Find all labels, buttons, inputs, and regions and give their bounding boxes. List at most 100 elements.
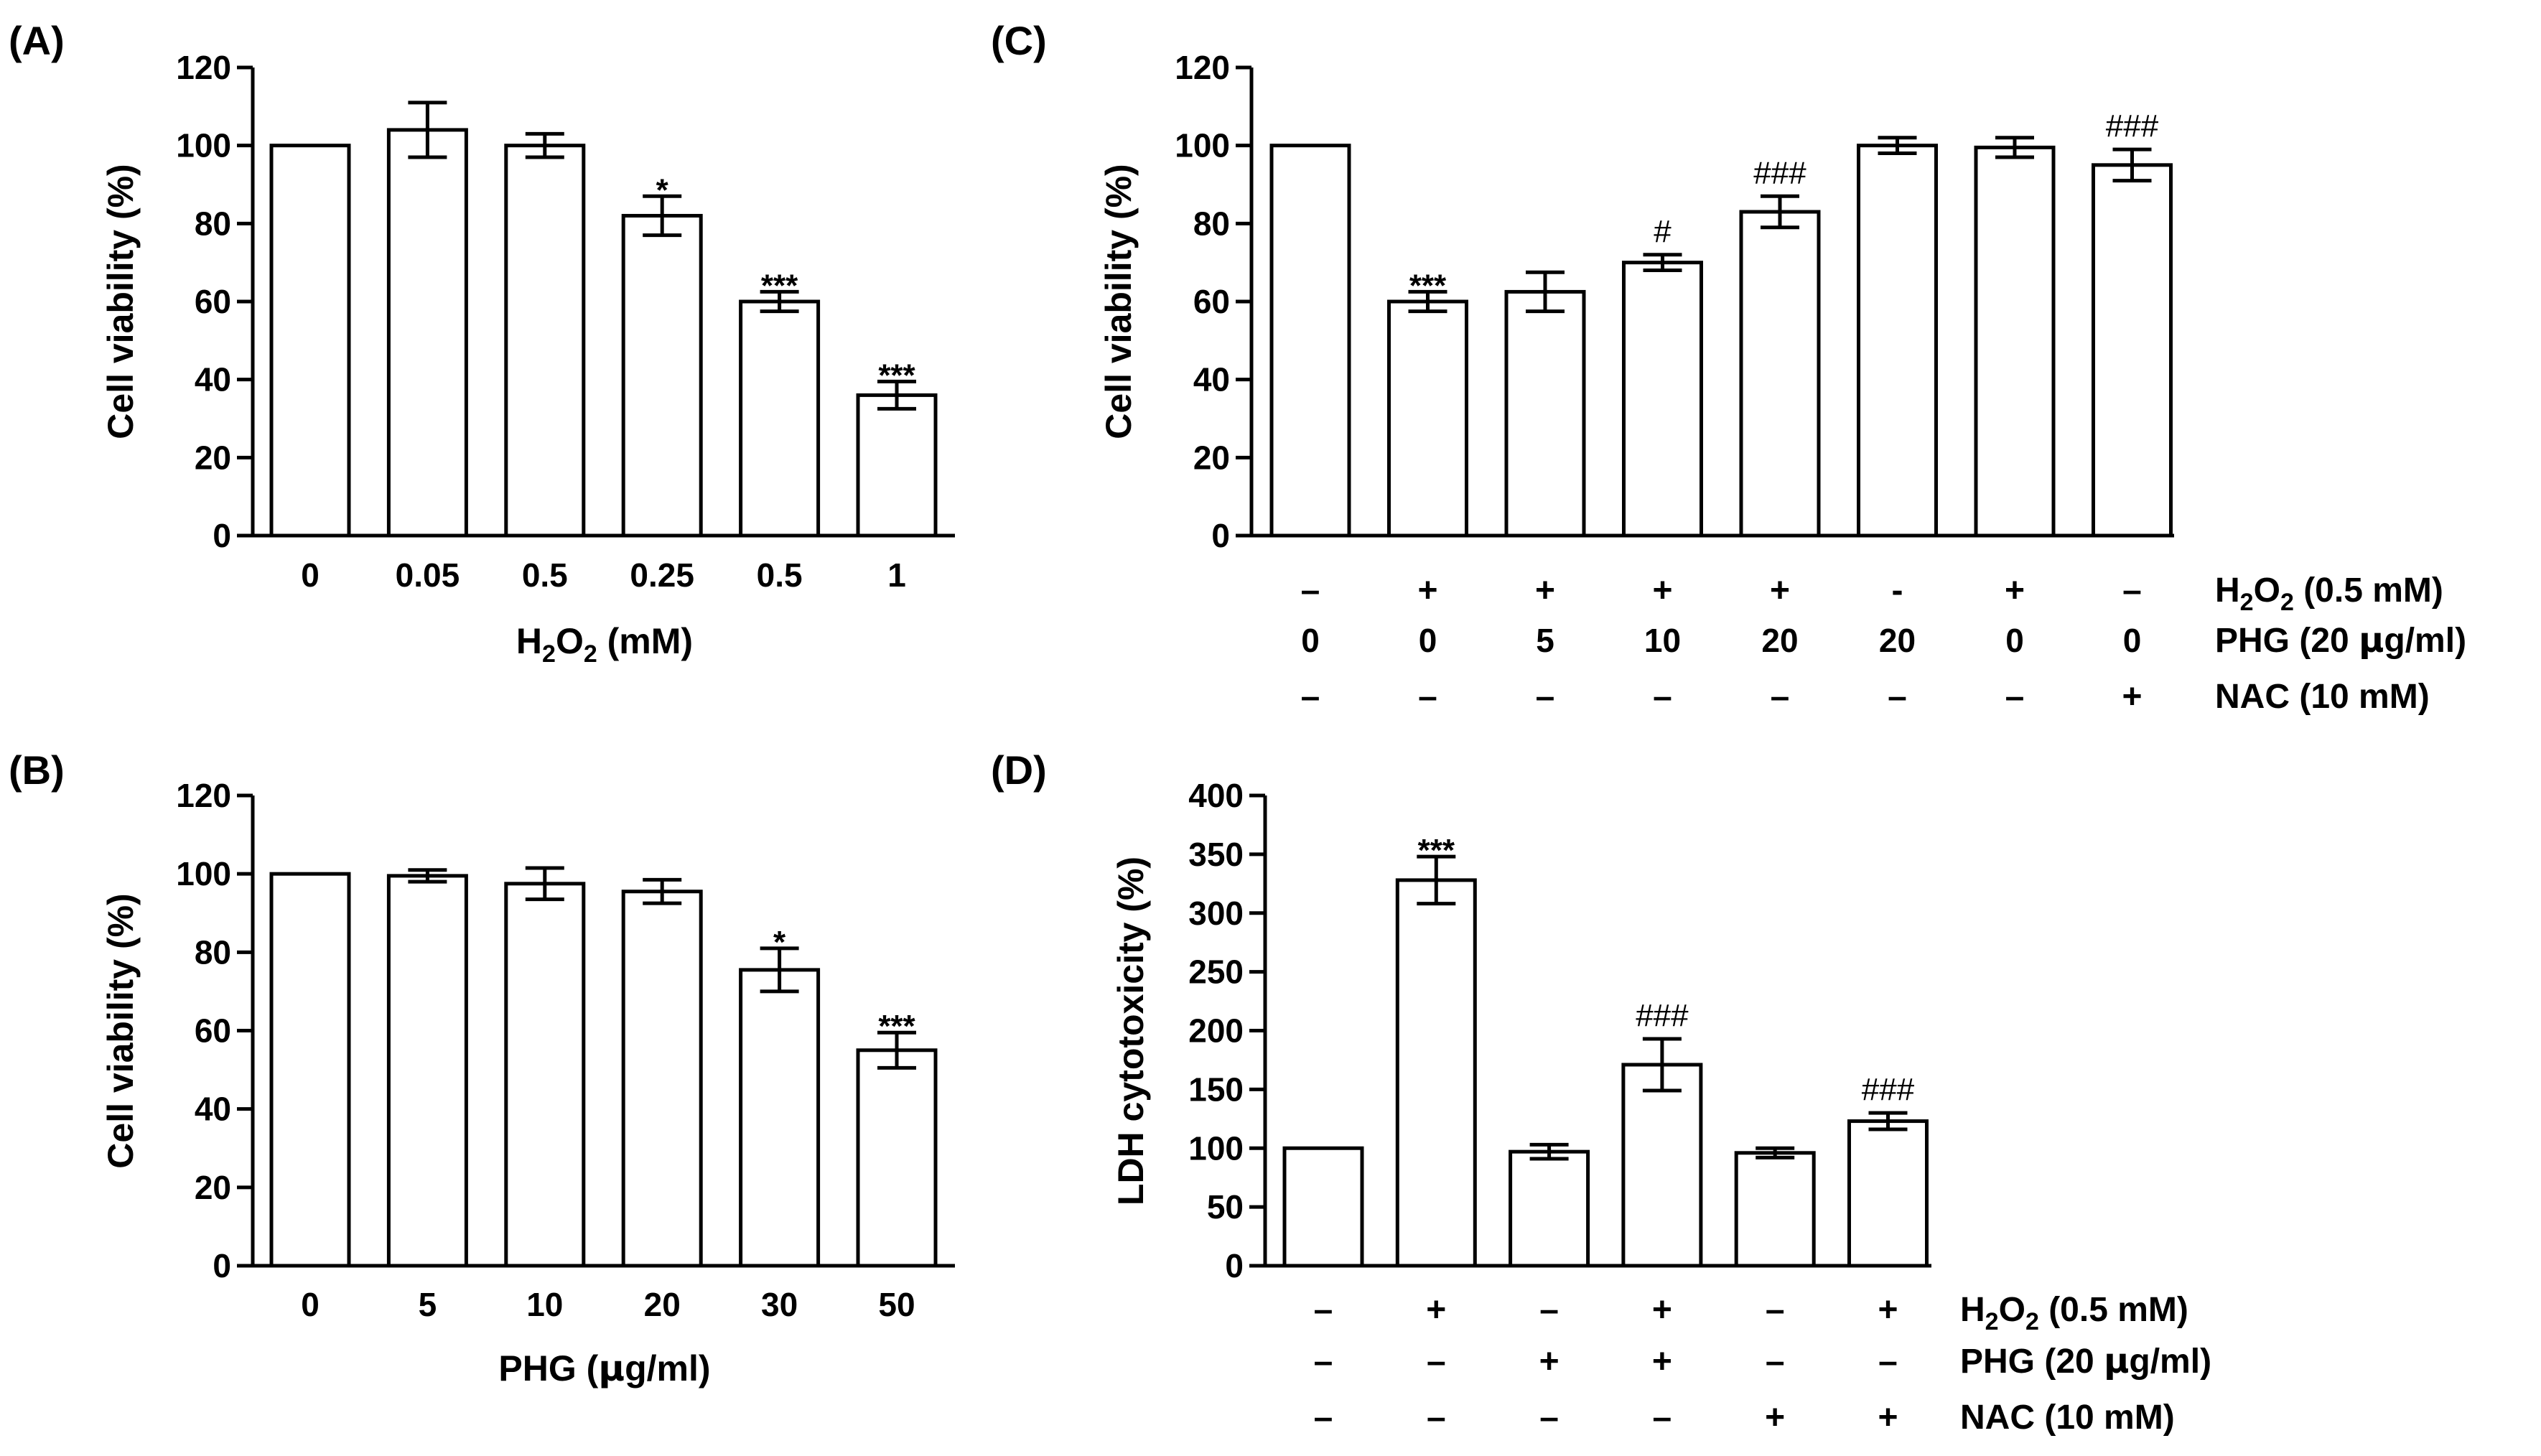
treatment-row-label-h: H	[1960, 1291, 1985, 1329]
treatment-row-label-rest: (0.5 mM)	[2039, 1291, 2188, 1329]
y-tick-label: 60	[1193, 283, 1230, 320]
y-tick-label: 120	[176, 777, 231, 814]
treatment-row-label-post: g/ml)	[2384, 622, 2466, 660]
y-tick-label: 400	[1188, 777, 1244, 814]
bar	[269, 144, 351, 538]
x-tick-label: 30	[761, 1286, 798, 1323]
x-tick-label: 0.5	[522, 556, 568, 594]
y-tick-label: 250	[1188, 953, 1244, 991]
x-axis-title-post: g/ml)	[625, 1348, 710, 1389]
significance-label: *	[656, 172, 669, 207]
x-tick-label: 5	[419, 1286, 437, 1323]
significance-label: ###	[1862, 1072, 1915, 1107]
x-axis-title-o: O	[556, 621, 584, 661]
treatment-cell: –	[1314, 1343, 1333, 1381]
treatment-cell: –	[1653, 678, 1672, 716]
treatment-cell: 20	[1761, 622, 1798, 659]
y-tick-label: 40	[195, 1091, 231, 1128]
bar	[739, 299, 821, 538]
treatment-cell: –	[1301, 678, 1320, 716]
y-tick-label: 60	[195, 283, 231, 320]
y-tick-label: 200	[1188, 1012, 1244, 1050]
treatment-row-label-mu: μ	[2104, 1341, 2129, 1381]
bar	[1847, 1119, 1929, 1268]
bar	[739, 968, 821, 1268]
significance-label: ###	[1753, 155, 1806, 190]
panel-label: (C)	[991, 18, 1047, 63]
treatment-row-label-o: O	[1999, 1291, 2025, 1329]
bar	[386, 874, 468, 1268]
treatment-row-label-text: NAC (10 mM)	[1960, 1399, 2175, 1437]
significance-label: ***	[761, 268, 798, 303]
y-axis-title: Cell viability (%)	[1099, 164, 1139, 439]
treatment-cell: +	[1539, 1343, 1559, 1381]
treatment-row-label-o: O	[2254, 571, 2280, 610]
y-tick-label: 100	[176, 855, 231, 892]
treatment-cell: 20	[1879, 622, 1916, 659]
y-tick-label: 80	[195, 205, 231, 242]
x-tick-label: 50	[878, 1286, 915, 1323]
treatment-cell: –	[1539, 1291, 1559, 1329]
bar	[269, 872, 351, 1268]
y-tick-label: 80	[195, 933, 231, 971]
treatment-row-label-sub1: 2	[2240, 589, 2254, 616]
y-tick-label: 0	[213, 517, 231, 554]
significance-label: ###	[2106, 108, 2159, 144]
treatment-row-label: H2O2 (0.5 mM)	[2215, 571, 2443, 616]
y-tick-label: 0	[1225, 1247, 1244, 1284]
treatment-cell: -	[1892, 571, 1903, 610]
x-tick-label: 0.05	[396, 556, 460, 594]
y-tick-label: 100	[1175, 127, 1230, 164]
bar	[1621, 1063, 1703, 1268]
treatment-row-label-sub2: 2	[2280, 589, 2294, 616]
y-tick-label: 350	[1188, 836, 1244, 873]
bar	[621, 213, 703, 538]
y-tick-label: 120	[1175, 49, 1230, 86]
x-axis-title-pre: PHG (	[498, 1348, 598, 1389]
bar	[1857, 144, 1938, 538]
treatment-cell: 0	[1301, 622, 1320, 659]
y-tick-label: 60	[195, 1012, 231, 1050]
treatment-cell: –	[1766, 1343, 1785, 1381]
bar	[1387, 299, 1468, 538]
y-tick-label: 0	[1211, 517, 1230, 554]
bar	[1739, 210, 1821, 538]
x-axis-title-sub1: 2	[542, 640, 556, 668]
treatment-cell: –	[1314, 1399, 1333, 1437]
treatment-row-label-post: g/ml)	[2129, 1343, 2211, 1381]
treatment-row-label-mu: μ	[2359, 620, 2384, 661]
treatment-cell: +	[1652, 1343, 1672, 1381]
x-axis-title: PHG (μg/ml)	[498, 1348, 710, 1389]
treatment-cell: 5	[1536, 622, 1554, 659]
panel-label: (A)	[9, 18, 65, 63]
bar	[1509, 1149, 1590, 1268]
treatment-cell: –	[1536, 678, 1555, 716]
panel-label: (B)	[9, 747, 65, 793]
treatment-cell: –	[1539, 1399, 1559, 1437]
treatment-cell: +	[1426, 1291, 1446, 1329]
bar	[621, 890, 703, 1268]
treatment-row-label-h: H	[2215, 571, 2240, 610]
treatment-cell: –	[1418, 678, 1437, 716]
y-tick-label: 0	[213, 1247, 231, 1284]
y-axis-title: LDH cytotoxicity (%)	[1111, 857, 1151, 1205]
treatment-cell: 10	[1644, 622, 1681, 659]
bar	[1269, 144, 1351, 538]
x-tick-label: 0	[301, 556, 320, 594]
treatment-cell: –	[2122, 571, 2142, 610]
treatment-cell: –	[2005, 678, 2025, 716]
x-tick-label: 10	[526, 1286, 563, 1323]
treatment-cell: 0	[2005, 622, 2024, 659]
treatment-cell: +	[1765, 1399, 1785, 1437]
treatment-cell: 0	[1419, 622, 1437, 659]
x-axis-title-mu: μ	[598, 1348, 625, 1389]
treatment-cell: +	[1417, 571, 1437, 610]
treatment-row-label: PHG (20 μg/ml)	[2215, 620, 2466, 661]
treatment-cell: –	[1878, 1343, 1898, 1381]
y-tick-label: 40	[195, 361, 231, 398]
bar	[504, 144, 586, 538]
significance-label: ***	[878, 1009, 915, 1044]
